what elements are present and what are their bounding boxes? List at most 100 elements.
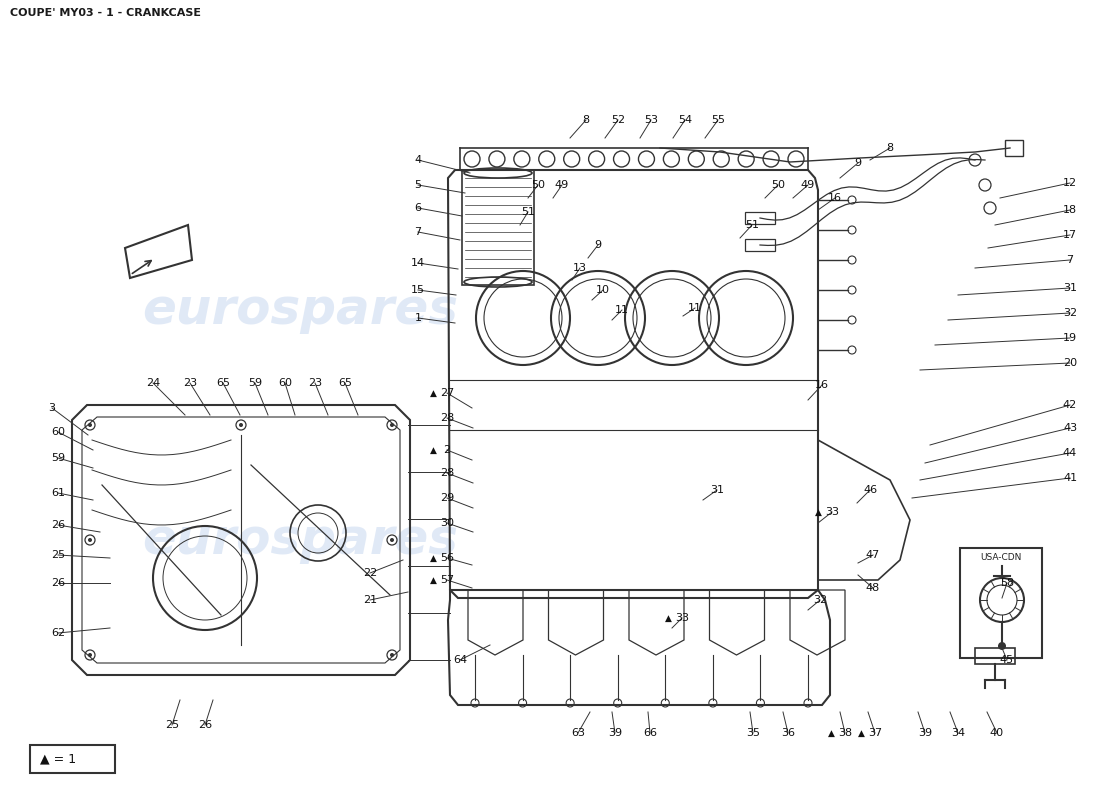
Text: 58: 58 <box>1000 578 1014 588</box>
Text: eurospares: eurospares <box>142 286 458 334</box>
Text: 32: 32 <box>813 595 827 605</box>
Text: ▲: ▲ <box>430 389 437 398</box>
Text: 52: 52 <box>610 115 625 125</box>
Text: 28: 28 <box>440 413 454 423</box>
Text: ▲: ▲ <box>666 614 672 622</box>
Circle shape <box>88 423 92 427</box>
Text: 11: 11 <box>615 305 629 315</box>
Circle shape <box>390 538 394 542</box>
Text: 8: 8 <box>887 143 893 153</box>
Circle shape <box>390 423 394 427</box>
Text: 13: 13 <box>573 263 587 273</box>
Text: 31: 31 <box>710 485 724 495</box>
Text: 28: 28 <box>440 468 454 478</box>
Text: 4: 4 <box>415 155 421 165</box>
Text: 26: 26 <box>51 520 65 530</box>
Bar <box>745 239 776 251</box>
Text: 18: 18 <box>1063 205 1077 215</box>
Text: 65: 65 <box>216 378 230 388</box>
Text: 43: 43 <box>1063 423 1077 433</box>
Text: COUPE' MY03 - 1 - CRANKCASE: COUPE' MY03 - 1 - CRANKCASE <box>10 8 201 18</box>
Text: ▲: ▲ <box>430 554 437 562</box>
Text: 45: 45 <box>1000 655 1014 665</box>
Text: 60: 60 <box>278 378 292 388</box>
Text: 51: 51 <box>745 220 759 230</box>
Text: 8: 8 <box>582 115 590 125</box>
Text: 65: 65 <box>338 378 352 388</box>
Circle shape <box>88 538 92 542</box>
Text: 23: 23 <box>183 378 197 388</box>
Text: 49: 49 <box>801 180 815 190</box>
Text: 39: 39 <box>917 728 932 738</box>
Text: 27: 27 <box>440 388 454 398</box>
Text: 17: 17 <box>1063 230 1077 240</box>
Text: 9: 9 <box>855 158 861 168</box>
Bar <box>960 548 1042 658</box>
Bar <box>745 212 776 224</box>
Text: 19: 19 <box>1063 333 1077 343</box>
Text: 64: 64 <box>453 655 468 665</box>
Text: 12: 12 <box>1063 178 1077 188</box>
Text: 57: 57 <box>440 575 454 585</box>
Circle shape <box>239 423 243 427</box>
Text: 2: 2 <box>443 445 451 455</box>
Text: 66: 66 <box>644 728 657 738</box>
Text: 55: 55 <box>711 115 725 125</box>
Text: 11: 11 <box>688 303 702 313</box>
Text: ▲: ▲ <box>815 507 822 517</box>
Bar <box>1005 140 1023 156</box>
Text: 29: 29 <box>440 493 454 503</box>
Text: 22: 22 <box>363 568 377 578</box>
Text: 37: 37 <box>868 728 882 738</box>
Bar <box>462 170 534 285</box>
Text: 14: 14 <box>411 258 425 268</box>
Text: 16: 16 <box>815 380 829 390</box>
Text: 26: 26 <box>51 578 65 588</box>
Text: 1: 1 <box>415 313 421 323</box>
Text: 25: 25 <box>165 720 179 730</box>
Text: 9: 9 <box>594 240 602 250</box>
Circle shape <box>390 653 394 657</box>
Text: 47: 47 <box>866 550 880 560</box>
Text: 59: 59 <box>248 378 262 388</box>
Text: 3: 3 <box>48 403 55 413</box>
Text: 54: 54 <box>678 115 692 125</box>
Text: 35: 35 <box>746 728 760 738</box>
Text: 26: 26 <box>198 720 212 730</box>
Text: ▲: ▲ <box>858 729 865 738</box>
Text: 56: 56 <box>440 553 454 563</box>
Text: 16: 16 <box>828 193 842 203</box>
Text: 24: 24 <box>146 378 161 388</box>
Bar <box>30 745 116 773</box>
Text: 50: 50 <box>771 180 785 190</box>
Text: ▲ = 1: ▲ = 1 <box>40 753 76 766</box>
Text: ▲: ▲ <box>430 575 437 585</box>
Text: 30: 30 <box>440 518 454 528</box>
Circle shape <box>88 653 92 657</box>
Text: 5: 5 <box>415 180 421 190</box>
Text: 39: 39 <box>608 728 623 738</box>
Circle shape <box>998 642 1006 650</box>
Text: 36: 36 <box>781 728 795 738</box>
Text: 60: 60 <box>51 427 65 437</box>
Text: USA-CDN: USA-CDN <box>980 554 1022 562</box>
Text: 31: 31 <box>1063 283 1077 293</box>
Text: 50: 50 <box>531 180 544 190</box>
Text: 48: 48 <box>866 583 880 593</box>
Text: 62: 62 <box>51 628 65 638</box>
Text: 34: 34 <box>950 728 965 738</box>
Text: 44: 44 <box>1063 448 1077 458</box>
Text: 49: 49 <box>554 180 569 190</box>
Text: 25: 25 <box>51 550 65 560</box>
Text: 7: 7 <box>415 227 421 237</box>
Text: 41: 41 <box>1063 473 1077 483</box>
Text: 63: 63 <box>571 728 585 738</box>
Text: 40: 40 <box>990 728 1004 738</box>
Text: 32: 32 <box>1063 308 1077 318</box>
Bar <box>975 648 1015 664</box>
Text: 33: 33 <box>675 613 689 623</box>
Text: 15: 15 <box>411 285 425 295</box>
Text: ▲: ▲ <box>430 446 437 454</box>
Text: eurospares: eurospares <box>142 516 458 564</box>
Text: 23: 23 <box>308 378 322 388</box>
